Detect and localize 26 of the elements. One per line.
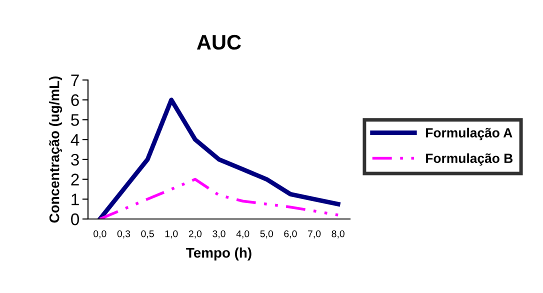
- x-tick-label: 8,0: [332, 230, 344, 238]
- x-tick-label: 0,3: [117, 230, 130, 238]
- legend-label: Formulação A: [426, 128, 512, 140]
- x-tick-label: 5,0: [260, 230, 274, 238]
- x-tick-label: 4,0: [236, 230, 250, 238]
- legend-label: Formulação B: [426, 153, 513, 166]
- x-tick-label: 0,0: [94, 230, 106, 238]
- y-tick-label: 7: [71, 74, 79, 86]
- y-axis-title: Concentração (ug/mL): [49, 76, 62, 223]
- x-tick-label: 6,0: [284, 230, 297, 238]
- chart-title: AUC: [196, 34, 241, 50]
- x-tick-label: 0,5: [141, 230, 154, 238]
- y-tick-label: 0: [71, 213, 80, 226]
- x-tick-label: 7,0: [308, 230, 321, 238]
- y-tick-label: 3: [71, 154, 79, 166]
- y-tick-label: 1: [72, 194, 79, 206]
- x-tick-label: 1,0: [165, 230, 178, 238]
- line-series: [98, 98, 340, 219]
- y-tick-label: 2: [71, 174, 79, 186]
- x-tick-label: 3,0: [212, 230, 226, 238]
- x-tick-label: 2,0: [188, 230, 202, 238]
- y-tick-label: 5: [71, 114, 79, 126]
- line-series: [98, 178, 340, 219]
- y-tick-label: 6: [71, 94, 79, 106]
- x-axis-title: Tempo (h): [186, 248, 252, 260]
- y-tick-label: 4: [70, 134, 80, 146]
